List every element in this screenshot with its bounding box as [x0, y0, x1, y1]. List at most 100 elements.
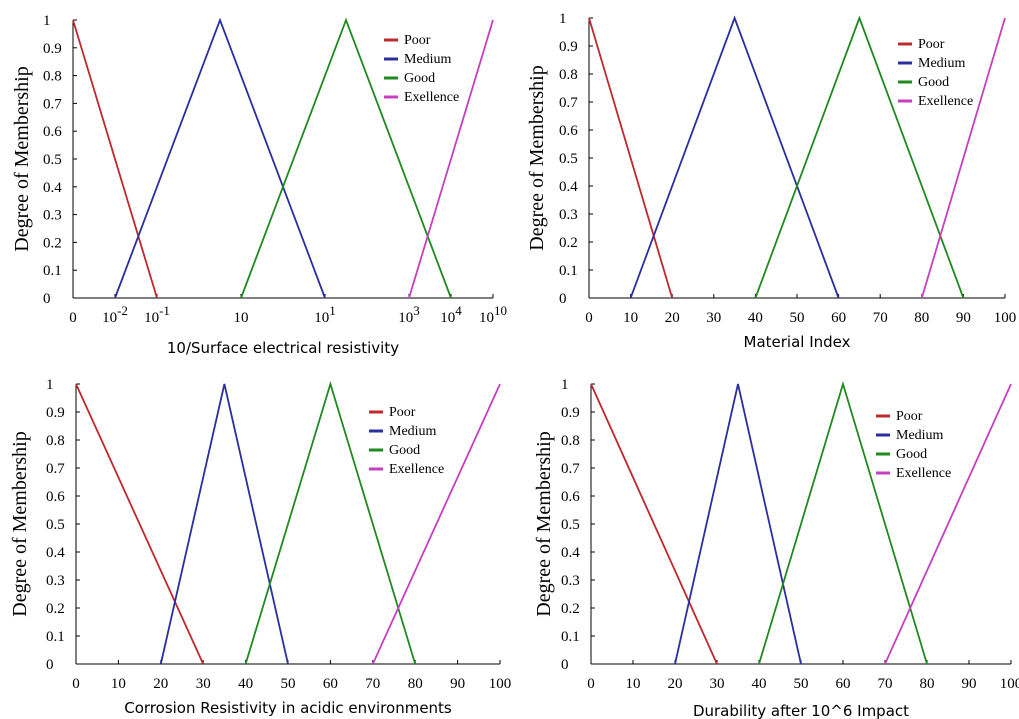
y-tick-label: 0: [559, 291, 567, 307]
x-tick-label: 30: [710, 676, 725, 692]
legend-label: Poor: [404, 33, 431, 48]
legend-label: Good: [404, 71, 435, 86]
y-tick-label: 0.5: [43, 152, 62, 168]
legend-label: Exellence: [404, 90, 459, 105]
series-line-good: [758, 380, 928, 665]
x-tick-label: 80: [408, 676, 423, 692]
y-tick-label: 0.7: [561, 461, 580, 477]
x-tick-label: 100: [994, 310, 1017, 326]
x-axis-title: Corrosion Resistivity in acidic environm…: [124, 699, 452, 717]
legend-label: Poor: [389, 405, 416, 420]
y-tick-label: 0: [46, 657, 54, 673]
x-tick-label: 100: [489, 676, 512, 692]
x-axis-title: 10/Surface electrical resistivity: [167, 339, 399, 357]
x-tick-label: 0: [585, 310, 593, 326]
x-tick-label: 10: [111, 676, 126, 692]
y-tick-label: 0.6: [43, 124, 62, 140]
legend-label: Medium: [389, 424, 437, 439]
x-tick-label: 60: [836, 676, 851, 692]
legend-label: Exellence: [918, 94, 973, 109]
x-tick-label: 40: [748, 310, 763, 326]
y-tick-label: 0.9: [46, 405, 65, 421]
y-tick-label: 0.3: [559, 207, 578, 223]
x-axis-title: Durability after 10^6 Impact: [693, 702, 909, 719]
x-tick-label: 90: [450, 676, 465, 692]
y-tick-label: 0.2: [559, 235, 578, 251]
x-tick-label: 40: [752, 676, 767, 692]
y-axis-title: Degree of Membership: [11, 66, 33, 252]
y-tick-label: 0.6: [561, 489, 580, 505]
x-tick-label: 30: [196, 676, 211, 692]
x-tick-label: 104: [440, 303, 462, 326]
x-tick-label: 0: [72, 676, 80, 692]
y-tick-label: 0.7: [43, 96, 62, 112]
y-tick-label: 0.8: [46, 433, 65, 449]
y-tick-label: 0.2: [43, 235, 62, 251]
x-tick-label: 30: [706, 310, 721, 326]
x-tick-label: 50: [281, 676, 296, 692]
series-line-exellence: [884, 383, 1012, 665]
x-tick-label: 100: [1000, 676, 1019, 692]
x-tick-label: 20: [665, 310, 680, 326]
series-line-good: [240, 17, 452, 299]
x-tick-label: 10: [623, 310, 638, 326]
x-tick-label: 70: [878, 676, 893, 692]
series-line-poor: [588, 17, 674, 299]
series-line-good: [754, 15, 965, 299]
series-line-exellence: [371, 383, 501, 665]
y-tick-label: 0.4: [559, 179, 578, 195]
y-tick-label: 0.9: [559, 39, 578, 55]
chart-panel-3: 00.10.20.30.40.50.60.70.80.910 10 20 30 40 50…: [9, 377, 511, 717]
legend-label: Medium: [896, 428, 944, 443]
chart-panel-1: 00.10.20.30.40.50.60.70.80.910 10-2 10-1 10…: [11, 13, 507, 357]
y-tick-label: 0.9: [561, 405, 580, 421]
legend-label: Good: [389, 443, 420, 458]
series-line-poor: [75, 383, 205, 665]
y-tick-label: 0.8: [561, 433, 580, 449]
series-line-medium: [114, 17, 326, 299]
x-tick-label: 60: [831, 310, 846, 326]
y-tick-label: 0.5: [559, 151, 578, 167]
y-tick-label: 0.2: [46, 601, 65, 617]
series-line-medium: [629, 15, 840, 299]
series-line-poor: [72, 19, 158, 299]
y-tick-label: 1: [561, 377, 569, 393]
y-tick-label: 0.1: [46, 629, 65, 645]
x-tick-label: 50: [794, 676, 809, 692]
series-line-good: [244, 380, 417, 665]
y-tick-label: 0.8: [559, 67, 578, 83]
x-tick-label: 60: [323, 676, 338, 692]
x-tick-label: 10: [626, 676, 641, 692]
legend-label: Medium: [918, 56, 966, 71]
y-tick-label: 0.7: [46, 461, 65, 477]
legend-label: Exellence: [896, 466, 951, 481]
y-tick-label: 0.4: [43, 180, 62, 196]
x-tick-label: 0: [69, 310, 77, 326]
x-tick-label: 103: [398, 303, 420, 326]
x-tick-label: 90: [956, 310, 971, 326]
chart-panel-4: 00.10.20.30.40.50.60.70.80.910 10 20 30 40 50…: [533, 377, 1019, 719]
x-tick-label: 1010: [479, 303, 507, 326]
legend-label: Medium: [404, 52, 452, 67]
y-tick-label: 1: [46, 377, 54, 393]
y-tick-label: 0.1: [561, 629, 580, 645]
legend-label: Exellence: [389, 462, 444, 477]
y-tick-label: 0.1: [559, 263, 578, 279]
series-line-medium: [159, 383, 289, 665]
y-axis-title: Degree of Membership: [526, 65, 548, 251]
legend-label: Poor: [896, 409, 923, 424]
y-tick-label: 0.1: [43, 263, 62, 279]
x-tick-label: 90: [962, 676, 977, 692]
x-tick-label: 70: [873, 310, 888, 326]
y-tick-label: 0.7: [559, 95, 578, 111]
y-tick-label: 0.5: [46, 517, 65, 533]
legend-label: Good: [918, 75, 949, 90]
series-line-poor: [590, 383, 718, 665]
y-tick-label: 0.6: [46, 489, 65, 505]
y-tick-label: 0.5: [561, 517, 580, 533]
y-tick-label: 0.9: [43, 41, 62, 57]
y-tick-label: 0: [43, 291, 51, 307]
x-tick-label: 20: [153, 676, 168, 692]
series-line-exellence: [408, 19, 494, 299]
